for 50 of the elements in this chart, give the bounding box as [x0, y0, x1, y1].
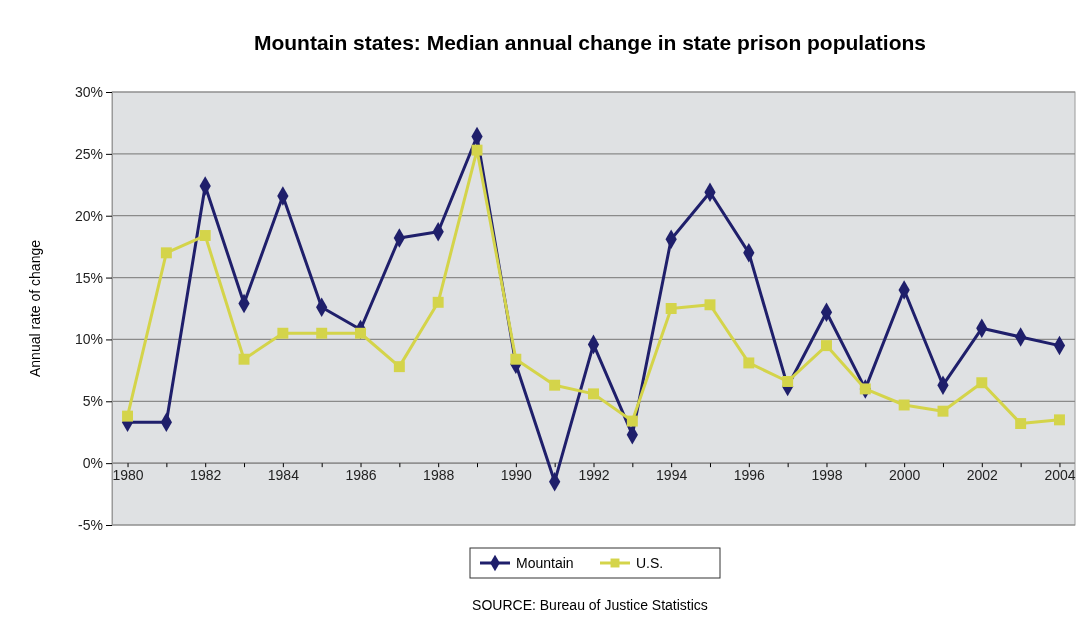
point — [665, 303, 677, 314]
point — [393, 361, 405, 373]
point — [238, 353, 250, 365]
point — [316, 327, 328, 339]
point — [277, 327, 289, 339]
point — [782, 376, 794, 387]
x-tick-label: 2004 — [1044, 467, 1076, 484]
point — [122, 410, 134, 422]
point — [821, 340, 832, 352]
point — [937, 405, 949, 417]
y-tick-label: 0% — [82, 455, 103, 472]
point — [1015, 418, 1027, 430]
point — [471, 144, 483, 156]
chart-title: Mountain states: Median annual change in state prison populations — [253, 31, 927, 54]
x-tick-label: 1988 — [423, 467, 455, 484]
legend-label: Mountain — [516, 555, 574, 571]
point — [588, 388, 599, 400]
x-tick-label: 1980 — [112, 467, 144, 484]
legend-label: U.S. — [636, 555, 664, 571]
point — [432, 296, 444, 308]
y-tick-label: 15% — [74, 269, 103, 286]
point — [704, 299, 716, 311]
x-tick-label: 1998 — [811, 467, 843, 484]
y-tick-label: 25% — [74, 145, 103, 162]
x-tick-label: 2000 — [889, 467, 921, 484]
point — [898, 399, 910, 411]
source-note: SOURCE: Bureau of Justice Statistics — [472, 597, 708, 613]
point — [510, 353, 522, 365]
y-tick-label: 20% — [74, 207, 103, 224]
y-tick-label: 30% — [74, 83, 103, 100]
point — [199, 230, 211, 241]
y-tick-label: -5% — [78, 516, 103, 533]
point — [626, 415, 638, 427]
x-tick-label: 1986 — [345, 467, 377, 484]
point — [976, 377, 988, 389]
x-tick-label: 1992 — [578, 467, 610, 484]
point — [160, 247, 172, 259]
x-tick-label: 2002 — [966, 467, 999, 484]
y-tick-label: 10% — [74, 331, 103, 348]
y-tick-label: 5% — [82, 393, 103, 410]
x-tick-label: 1994 — [656, 467, 688, 484]
point — [549, 379, 561, 391]
x-tick-label: 1984 — [267, 467, 300, 484]
point — [743, 357, 755, 369]
x-tick-label: 1996 — [733, 467, 766, 484]
point — [859, 383, 871, 395]
y-axis-title: Annual rate of change — [27, 239, 43, 377]
x-tick-label: 1990 — [500, 467, 533, 484]
x-tick-label: 1982 — [190, 467, 222, 484]
point — [1053, 414, 1065, 426]
